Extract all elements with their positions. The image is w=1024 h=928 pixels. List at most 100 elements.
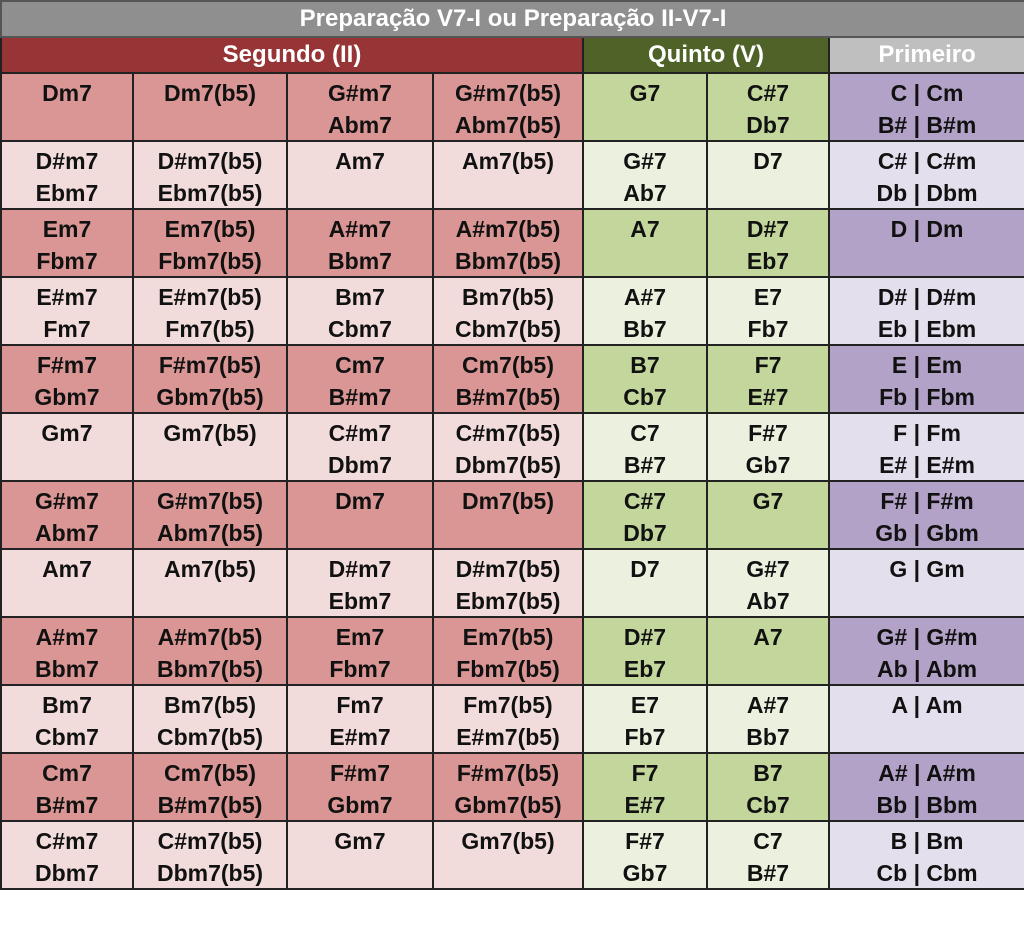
chord-name: F#m7 [36, 352, 98, 378]
second-chord-cell: G#m7 Abm7 [0, 480, 134, 550]
chord-name: B# | B#m [877, 112, 977, 138]
chord-name: D#m7 [328, 556, 392, 582]
second-chord-cell: Cm7 B#m7 [0, 752, 134, 822]
chord-name: Fbm7(b5) [158, 248, 262, 274]
chord-name [434, 518, 582, 548]
fifth-chord-cell: F7 E#7 [706, 344, 830, 414]
second-chord-cell: Dm7 [0, 72, 134, 142]
chord-name: Bb7 [623, 316, 667, 342]
fifth-chord-cell: E7 Fb7 [582, 684, 708, 754]
chord-name: Dbm7 [35, 860, 99, 886]
second-chord-cell: C#m7(b5) Dbm7(b5) [432, 412, 584, 482]
first-chord-cell: C# | C#m Db | Dbm [827, 140, 1024, 210]
chord-name: D | Dm [890, 216, 964, 242]
chord-name: B#m7(b5) [455, 384, 561, 410]
chord-name: Cbm7(b5) [156, 724, 264, 750]
chord-name: G#m7(b5) [454, 80, 562, 106]
fifth-chord-cell: D#7 Eb7 [706, 208, 830, 278]
chord-name: C#7 [623, 488, 667, 514]
chord-name: Fbm7 [36, 248, 98, 274]
chord-name: Am7 [335, 148, 385, 174]
chord-name: B#m7 [35, 792, 99, 818]
chord-name: C#7 [746, 80, 790, 106]
fifth-chord-cell: G7 [706, 480, 830, 550]
chord-name: G7 [752, 488, 784, 514]
chord-name: Gbm7(b5) [454, 792, 562, 818]
chord-name: A#7 [746, 692, 790, 718]
chord-name: A#m7(b5) [455, 216, 561, 242]
chord-name: D7 [753, 148, 783, 174]
chord-name: E#m7(b5) [456, 724, 560, 750]
table-row: F#m7 Gbm7 F#m7(b5) Gbm7(b5) Cm7 B#m7 Cm7(b5) B#… [0, 344, 1024, 414]
first-chord-cell: F | Fm E# | E#m [827, 412, 1024, 482]
second-chord-cell: E#m7(b5) Fm7(b5) [132, 276, 288, 346]
second-chord-cell: Em7(b5) Fbm7(b5) [132, 208, 288, 278]
second-chord-cell: Am7 [286, 140, 434, 210]
chord-name: Bm7(b5) [461, 284, 554, 310]
table-row: Gm7 Gm7(b5) C#m7 Dbm7 C#m7(b5) Dbm7(b5) C7 B#7 F… [0, 412, 1024, 482]
chord-name: Dbm7(b5) [156, 860, 264, 886]
chord-name: E#7 [747, 384, 789, 410]
table-row: Em7 Fbm7 Em7(b5) Fbm7(b5) A#m7 Bbm7 A#m7(b5) Bb… [0, 208, 1024, 278]
chord-name: Ebm7 [328, 588, 392, 614]
first-chord-cell: D# | D#m Eb | Ebm [827, 276, 1024, 346]
chord-name: Fm7(b5) [165, 316, 255, 342]
chord-name [830, 246, 1024, 276]
first-chord-cell: F# | F#m Gb | Gbm [827, 480, 1024, 550]
chord-name: Fb7 [747, 316, 789, 342]
second-chord-cell: C#m7(b5) Dbm7(b5) [132, 820, 288, 890]
chord-name: Cb | Cbm [876, 860, 978, 886]
chord-name: Cb7 [623, 384, 667, 410]
chord-name [134, 450, 286, 480]
chord-name: C7 [753, 828, 783, 854]
fifth-chord-cell: A#7 Bb7 [706, 684, 830, 754]
chord-name: F | Fm [893, 420, 961, 446]
fifth-chord-cell: A7 [582, 208, 708, 278]
second-chord-cell: Em7 Fbm7 [0, 208, 134, 278]
fifth-chord-cell: C#7 Db7 [582, 480, 708, 550]
chord-name [2, 110, 132, 140]
chord-name: E | Em [891, 352, 963, 378]
chord-name: Dm7 [335, 488, 385, 514]
chord-name: F# | F#m [880, 488, 974, 514]
group-header-second: Segundo (II) [0, 36, 584, 74]
chord-name: F#7 [748, 420, 788, 446]
chord-name: Bm7 [42, 692, 92, 718]
chord-name: Cm7(b5) [461, 352, 554, 378]
chord-name: D#m7(b5) [455, 556, 561, 582]
chord-name: Ebm7(b5) [157, 180, 263, 206]
second-chord-cell: D#m7 Ebm7 [0, 140, 134, 210]
second-chord-cell: Am7(b5) [432, 140, 584, 210]
chord-name: Bbm7(b5) [454, 248, 562, 274]
chord-name: Gb | Gbm [875, 520, 979, 546]
chord-name: C#m7(b5) [455, 420, 561, 446]
chord-name: Gb7 [745, 452, 791, 478]
chord-name: Abm7(b5) [454, 112, 562, 138]
chord-name: Bb7 [746, 724, 790, 750]
first-chord-cell: D | Dm [827, 208, 1024, 278]
fifth-chord-cell: D#7 Eb7 [582, 616, 708, 686]
chord-name: Bm7 [335, 284, 385, 310]
chord-name: Db7 [623, 520, 667, 546]
second-chord-cell: Em7 Fbm7 [286, 616, 434, 686]
table-row: Cm7 B#m7 Cm7(b5) B#m7(b5) F#m7 Gbm7 F#m7(b5) Gb… [0, 752, 1024, 822]
second-chord-cell: A#m7(b5) Bbm7(b5) [432, 208, 584, 278]
table-row: C#m7 Dbm7 C#m7(b5) Dbm7(b5) Gm7 Gm7(b5) F#7 Gb7… [0, 820, 1024, 890]
chord-name [288, 518, 432, 548]
chord-name: G#7 [623, 148, 667, 174]
second-chord-cell: A#m7(b5) Bbm7(b5) [132, 616, 288, 686]
chord-name: Am7(b5) [461, 148, 554, 174]
chord-name: E7 [630, 692, 660, 718]
chord-name: G7 [629, 80, 661, 106]
chord-name: Ab7 [623, 180, 667, 206]
chord-name: A# | A#m [878, 760, 976, 786]
chord-name: A7 [630, 216, 660, 242]
second-chord-cell: Cm7 B#m7 [286, 344, 434, 414]
second-chord-cell: A#m7 Bbm7 [0, 616, 134, 686]
second-chord-cell: Fm7(b5) E#m7(b5) [432, 684, 584, 754]
chord-name [134, 586, 286, 616]
chord-name: G#m7(b5) [156, 488, 264, 514]
chord-name: Cbm7(b5) [454, 316, 562, 342]
second-chord-cell: A#m7 Bbm7 [286, 208, 434, 278]
chord-name: D#7 [746, 216, 790, 242]
